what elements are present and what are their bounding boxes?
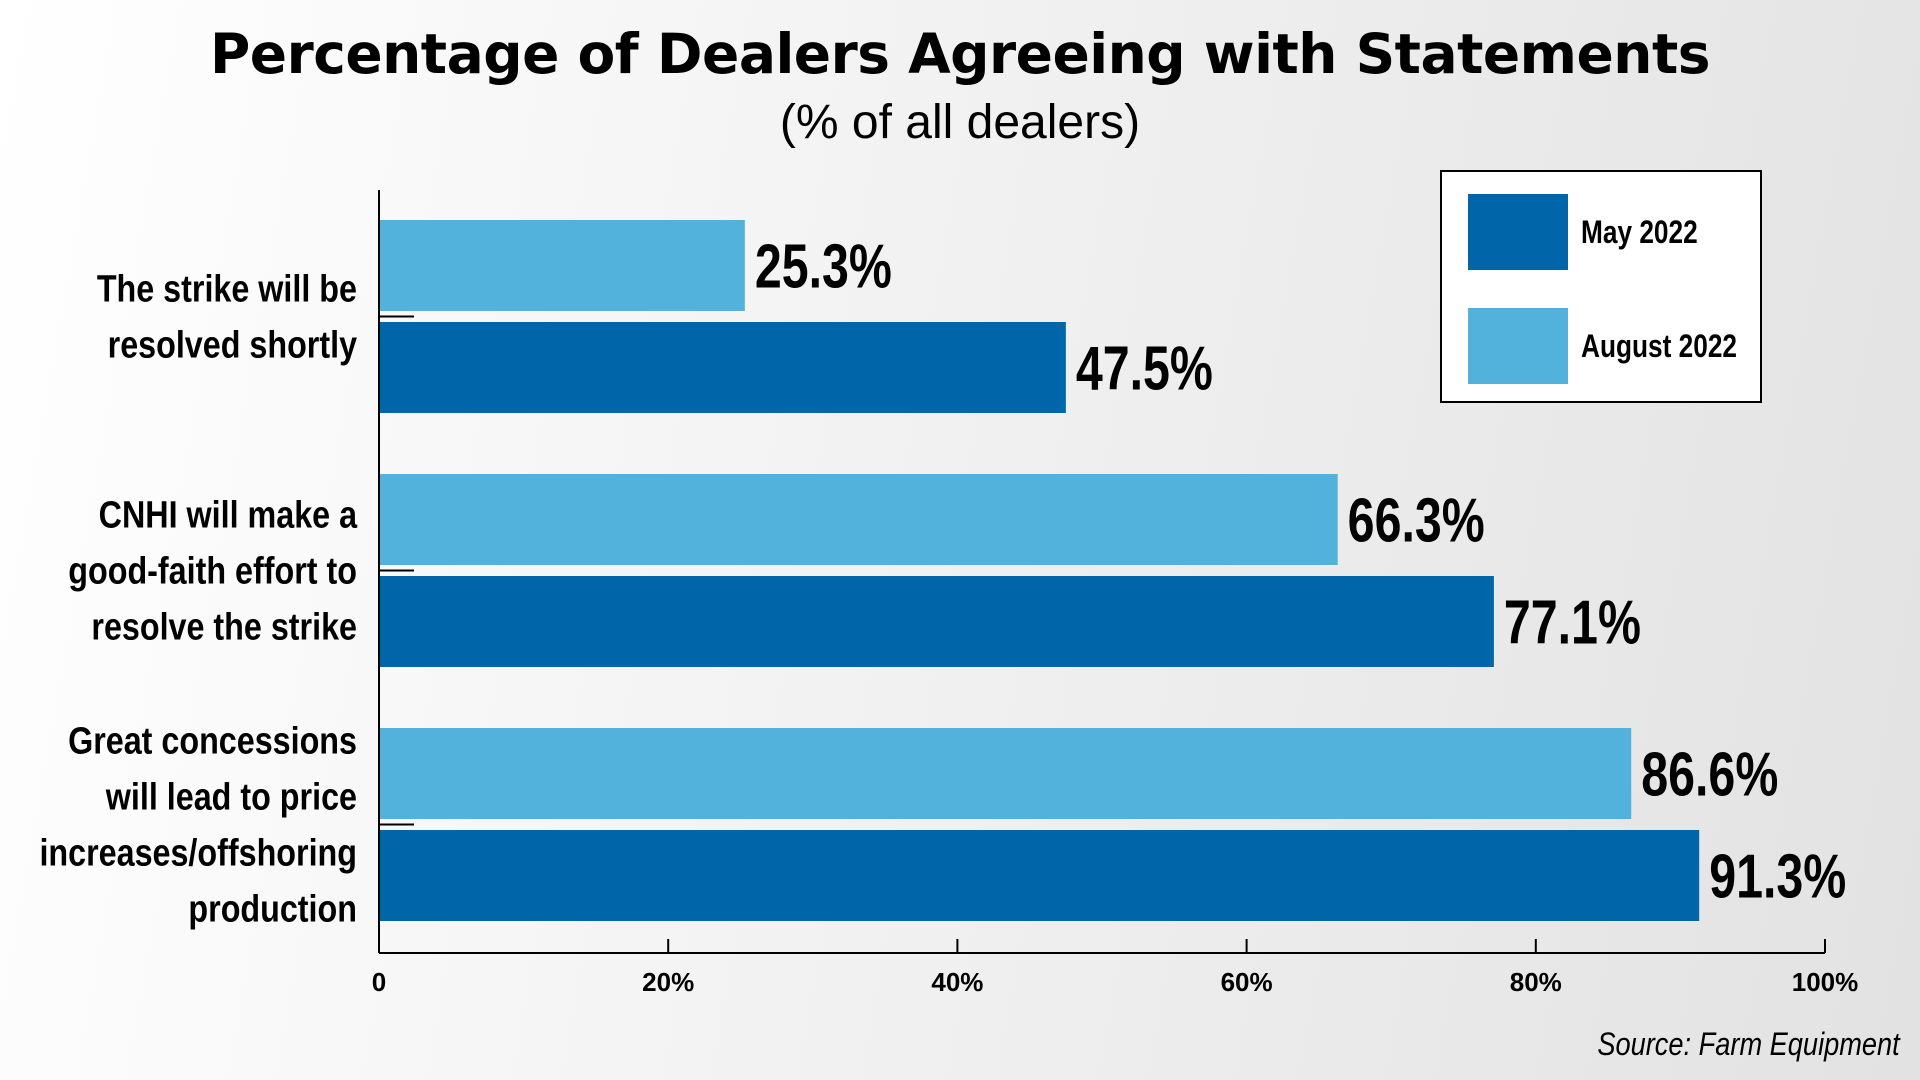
legend-swatch-august-2022 <box>1468 308 1568 384</box>
bar-august-2022-2 <box>379 474 1338 565</box>
x-tick-label-4: 60% <box>1221 967 1273 997</box>
category-label-3-line-2: will lead to price <box>105 776 357 818</box>
bar-august-2022-1 <box>379 220 745 311</box>
legend-label-may-2022: May 2022 <box>1581 214 1698 250</box>
category-label-2-line-3: resolve the strike <box>91 606 357 648</box>
category-label-3-line-3: increases/offshoring <box>39 832 357 874</box>
data-label-may-2022-1: 47.5% <box>1076 334 1213 403</box>
x-tick-label-5: 80% <box>1510 967 1562 997</box>
data-label-august-2022-3: 86.6% <box>1641 740 1778 809</box>
category-label-1-line-2: resolved shortly <box>108 324 358 366</box>
chart-subtitle: (% of all dealers) <box>779 96 1141 149</box>
category-label-3-line-4: production <box>188 888 357 930</box>
x-tick-label-1: 0 <box>372 967 386 997</box>
bar-may-2022-2 <box>379 576 1494 667</box>
legend-label-august-2022: August 2022 <box>1581 328 1738 364</box>
legend-item-august-2022: August 2022 <box>1468 308 1748 384</box>
category-label-2-line-2: good-faith effort to <box>68 550 357 592</box>
legend-item-may-2022: May 2022 <box>1468 194 1748 270</box>
source-credit: Source: Farm Equipment <box>1597 1026 1900 1062</box>
bar-may-2022-3 <box>379 830 1700 921</box>
chart-legend: May 2022 August 2022 <box>1440 170 1762 403</box>
data-label-august-2022-1: 25.3% <box>755 232 892 301</box>
legend-swatch-may-2022 <box>1468 194 1568 270</box>
data-label-may-2022-3: 91.3% <box>1709 842 1846 911</box>
data-label-august-2022-2: 66.3% <box>1348 486 1485 555</box>
x-tick-label-6: 100% <box>1792 967 1859 997</box>
category-label-2-line-1: CNHI will make a <box>99 494 358 536</box>
chart-title: Percentage of Dealers Agreeing with Stat… <box>210 22 1710 86</box>
x-tick-label-3: 40% <box>931 967 983 997</box>
category-label-1-line-1: The strike will be <box>97 268 357 310</box>
bar-may-2022-1 <box>379 322 1066 413</box>
bar-august-2022-3 <box>379 728 1632 819</box>
x-tick-label-2: 20% <box>642 967 694 997</box>
category-label-3-line-1: Great concessions <box>68 720 357 762</box>
data-label-may-2022-2: 77.1% <box>1504 588 1641 657</box>
